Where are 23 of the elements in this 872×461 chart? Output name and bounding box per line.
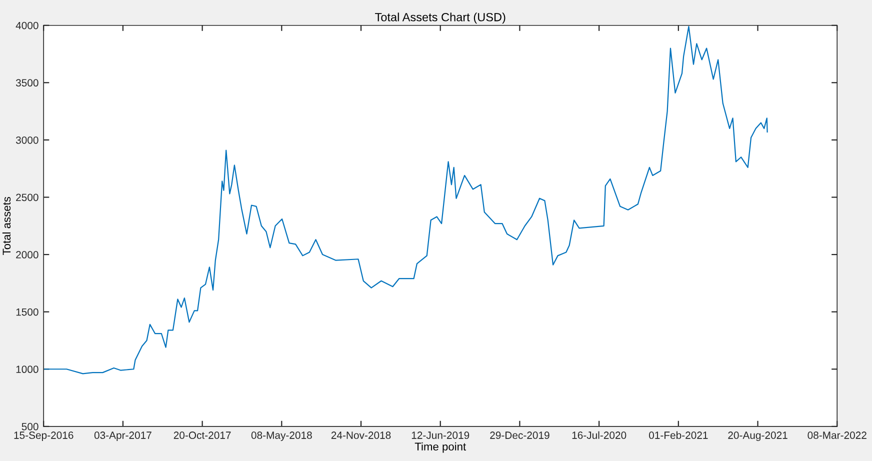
y-tick-label: 3000 xyxy=(16,136,38,144)
y-tick-label: 1500 xyxy=(16,308,38,316)
y-axis-title: Total assets xyxy=(2,196,11,255)
x-tick-label: 03-Apr-2017 xyxy=(94,432,152,441)
x-tick-label: 20-Oct-2017 xyxy=(174,432,231,439)
x-tick-label: 08-May-2018 xyxy=(251,432,312,441)
y-tick-label: 500 xyxy=(22,422,38,430)
y-tick-label: 2000 xyxy=(16,251,38,258)
x-axis-title: Time point xyxy=(414,442,466,453)
line-series xyxy=(44,26,768,374)
x-tick-label: 16-Jul-2020 xyxy=(572,431,626,439)
x-tick-label: 29-Dec-2019 xyxy=(490,432,550,439)
x-tick-label: 08-Mar-2022 xyxy=(808,432,866,439)
x-tick-label: 24-Nov-2018 xyxy=(331,432,391,439)
x-tick-label: 01-Feb-2021 xyxy=(649,431,708,439)
x-tick-label: 15-Sep-2016 xyxy=(14,432,74,441)
chart-title: Total Assets Chart (USD) xyxy=(375,12,506,24)
y-tick-label: 1000 xyxy=(16,366,38,374)
x-tick-label: 20-Aug-2021 xyxy=(728,432,788,441)
y-tick-label: 4000 xyxy=(16,22,38,30)
y-tick-label: 2500 xyxy=(16,194,38,202)
y-tick-label: 3500 xyxy=(16,79,38,87)
x-tick-label: 12-Jun-2019 xyxy=(412,432,470,439)
